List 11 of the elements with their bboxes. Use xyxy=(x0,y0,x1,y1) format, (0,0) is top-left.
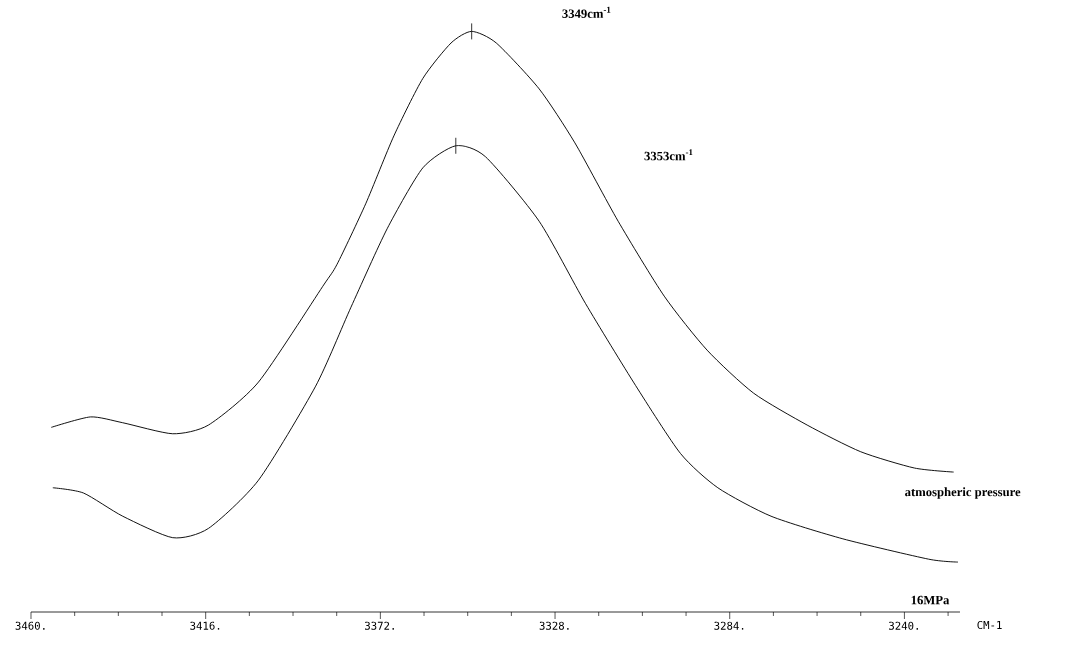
x-axis-title: CM-1 xyxy=(977,620,1002,630)
x-tick-label: 3416. xyxy=(190,621,220,630)
x-tick-label: 3460. xyxy=(15,621,45,630)
x-tick-label: 3372. xyxy=(365,621,394,630)
text: 16MPa xyxy=(911,595,950,605)
annotation: 3353cm$^{-1}$ xyxy=(644,149,693,161)
x-tick-label: 3240. xyxy=(889,621,918,630)
annotation: 3349cm$^{-1}$ xyxy=(562,6,611,18)
x-tick-label: 3284. xyxy=(714,621,744,630)
series-label: atmospheric pressure xyxy=(905,487,1021,499)
x-tick-label: 3328. xyxy=(539,621,569,630)
